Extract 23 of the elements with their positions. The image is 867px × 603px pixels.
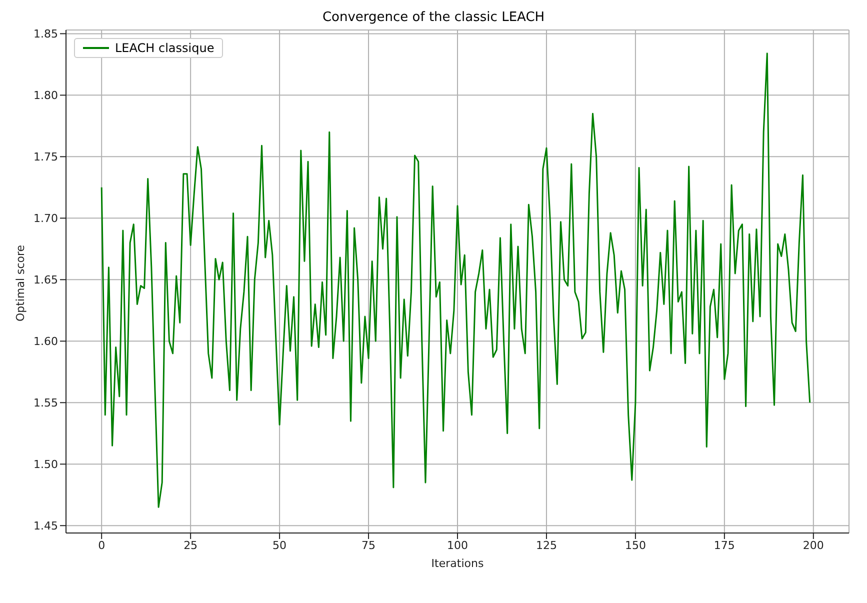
y-tick-label: 1.70 xyxy=(34,212,58,226)
x-tick-label: 125 xyxy=(536,538,557,552)
y-tick-label: 1.60 xyxy=(34,335,58,348)
x-tick-label: 100 xyxy=(447,538,468,552)
y-tick-label: 1.80 xyxy=(34,89,58,102)
line-series xyxy=(100,52,811,508)
x-axis-title: Iterations xyxy=(431,557,484,570)
x-tick-label: 50 xyxy=(272,538,287,552)
x-tick-label: 175 xyxy=(714,538,735,552)
y-tick-label: 1.85 xyxy=(34,28,58,41)
y-tick-label: 1.45 xyxy=(34,520,58,533)
x-tick-label: 200 xyxy=(802,538,824,552)
chart-title: Convergence of the classic LEACH xyxy=(321,10,546,25)
y-tick-label: 1.65 xyxy=(34,274,58,287)
x-tick-label: 0 xyxy=(98,538,106,552)
y-axis-title: Optimal score xyxy=(14,244,27,322)
y-tick-label: 1.55 xyxy=(34,396,58,410)
y-tick-label: 1.50 xyxy=(34,458,58,472)
legend-label: LEACH classique xyxy=(115,41,214,55)
x-tick-label: 150 xyxy=(624,538,646,552)
y-tick-label: 1.75 xyxy=(34,150,58,164)
x-tick-label: 25 xyxy=(184,538,198,552)
x-tick-label: 75 xyxy=(362,538,376,552)
